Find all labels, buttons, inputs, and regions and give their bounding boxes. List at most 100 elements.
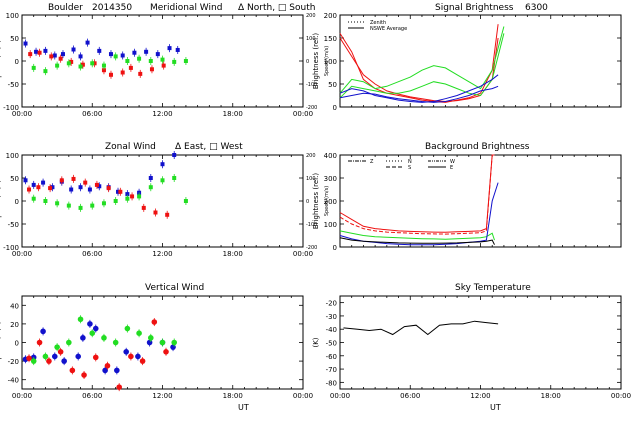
zonal-point xyxy=(148,176,153,180)
meridional-point xyxy=(28,52,33,57)
background-ylabel: Brightness (rel.) xyxy=(312,173,320,229)
vertical-point xyxy=(80,335,86,341)
vertical-point xyxy=(89,330,96,337)
panels: 00:00 06:00 12:00 18:00 00:00 -100 -50 0 50 100 Sp… xyxy=(0,12,631,400)
meridional-point xyxy=(138,71,143,76)
vertical-point xyxy=(102,367,108,374)
zonal-point xyxy=(55,201,60,206)
zonal-xtick-label: 12:00 xyxy=(152,250,172,258)
background-ytick-label: 400 xyxy=(324,152,337,160)
meridional-right-ytick-label: -100 xyxy=(306,82,317,88)
vertical-point xyxy=(26,355,32,362)
zonal-title: Zonal Wind xyxy=(105,142,156,152)
vertical-point xyxy=(51,353,58,360)
zonal-xtick-label: 06:00 xyxy=(82,250,102,258)
meridional-point xyxy=(60,52,65,57)
meridional-xtick-label: 00:00 xyxy=(12,110,32,118)
skytemp-xlabel: UT xyxy=(490,403,501,412)
skytemp-xtick-label: 06:00 xyxy=(400,392,420,400)
zonal-point xyxy=(183,199,188,203)
meridional-right-ytick-label: 100 xyxy=(306,36,316,42)
meridional-ytick-label: 100 xyxy=(6,12,19,20)
zonal-point xyxy=(31,196,36,201)
meridional-point xyxy=(90,61,95,66)
signal-series-line xyxy=(339,26,505,94)
vertical-point xyxy=(66,339,72,346)
meridional-point xyxy=(80,62,85,67)
background-series-line xyxy=(339,237,495,245)
zonal-point xyxy=(78,205,83,210)
meridional-point xyxy=(31,65,36,70)
vertical-ytick-label: 0 xyxy=(15,340,19,348)
zonal-point xyxy=(106,186,111,191)
vertical-point xyxy=(139,358,146,364)
meridional-point xyxy=(43,48,48,53)
vertical-point xyxy=(30,358,37,364)
zonal-point xyxy=(41,180,46,185)
zonal-point xyxy=(160,178,165,183)
vertical-point xyxy=(151,319,158,325)
signal-series-line xyxy=(339,74,499,103)
meridional-ytick-label: -50 xyxy=(8,81,19,89)
meridional-xtick-label: 00:00 xyxy=(293,110,313,118)
signal-title: Signal Brightness xyxy=(435,3,514,13)
meridional-point xyxy=(108,52,113,57)
zonal-ytick-label: -100 xyxy=(3,244,19,252)
meridional-point xyxy=(167,46,172,51)
meridional-point xyxy=(161,63,166,68)
background-ytick-label: 200 xyxy=(324,198,337,206)
signal-ytick-label: 150 xyxy=(324,35,337,43)
vertical-point xyxy=(101,335,107,341)
vertical-xtick-label: 18:00 xyxy=(223,392,243,400)
vertical-point xyxy=(136,330,142,337)
zonal-point xyxy=(165,212,170,217)
vertical-point xyxy=(146,339,153,346)
meridional-xtick-label: 18:00 xyxy=(223,110,243,118)
vertical-point xyxy=(159,339,166,346)
background-series-line xyxy=(339,154,495,235)
vertical-xtick-label: 12:00 xyxy=(152,392,172,400)
background-series-line xyxy=(339,154,495,233)
zonal-right-ytick-label: -100 xyxy=(306,222,317,228)
zonal-point xyxy=(153,210,158,215)
meridional-point xyxy=(137,56,142,61)
wavelength-label: 6300 xyxy=(525,3,548,13)
signal-series-line xyxy=(339,37,499,103)
skytemp-ytick-label: -20 xyxy=(326,300,337,308)
meridional-point xyxy=(78,64,83,69)
meridional-point xyxy=(155,52,160,57)
zonal-ytick-label: 50 xyxy=(10,175,19,183)
meridional-point xyxy=(85,40,90,45)
zonal-point xyxy=(23,178,28,183)
meridional-right-ytick-label: 200 xyxy=(306,13,316,19)
vertical-ylabel: Speed (m/s) xyxy=(0,321,2,364)
meridional-ytick-label: 50 xyxy=(10,35,19,43)
zonal-point xyxy=(148,185,153,190)
signal-ytick-label: 0 xyxy=(333,104,337,112)
zonal-ylabel: Speed (m/s) xyxy=(0,180,2,223)
meridional-xtick-label: 06:00 xyxy=(82,110,102,118)
meridional-point xyxy=(69,59,74,64)
meridional-point xyxy=(101,63,106,68)
zonal-point xyxy=(118,189,123,194)
vertical-point xyxy=(46,358,52,364)
zonal-right-ytick-label: 100 xyxy=(306,176,316,182)
meridional-point xyxy=(175,47,180,52)
meridional-point xyxy=(101,68,106,73)
zonal-point xyxy=(48,186,53,191)
meridional-title: Meridional Wind xyxy=(150,3,222,13)
vertical-point xyxy=(40,328,46,335)
zonal-xtick-label: 00:00 xyxy=(293,250,313,258)
vertical-ytick-label: 40 xyxy=(10,302,19,310)
skytemp-ytick-label: -60 xyxy=(326,353,337,361)
meridional-point xyxy=(37,50,42,55)
zonal-xtick-label: 18:00 xyxy=(223,250,243,258)
meridional-point xyxy=(55,63,60,68)
vertical-point xyxy=(69,367,76,374)
vertical-point xyxy=(87,321,93,327)
meridional-point xyxy=(132,50,137,55)
vertical-point xyxy=(57,349,64,355)
zonal-point xyxy=(78,185,83,190)
vertical-point xyxy=(147,335,154,341)
meridional-point xyxy=(160,57,165,62)
